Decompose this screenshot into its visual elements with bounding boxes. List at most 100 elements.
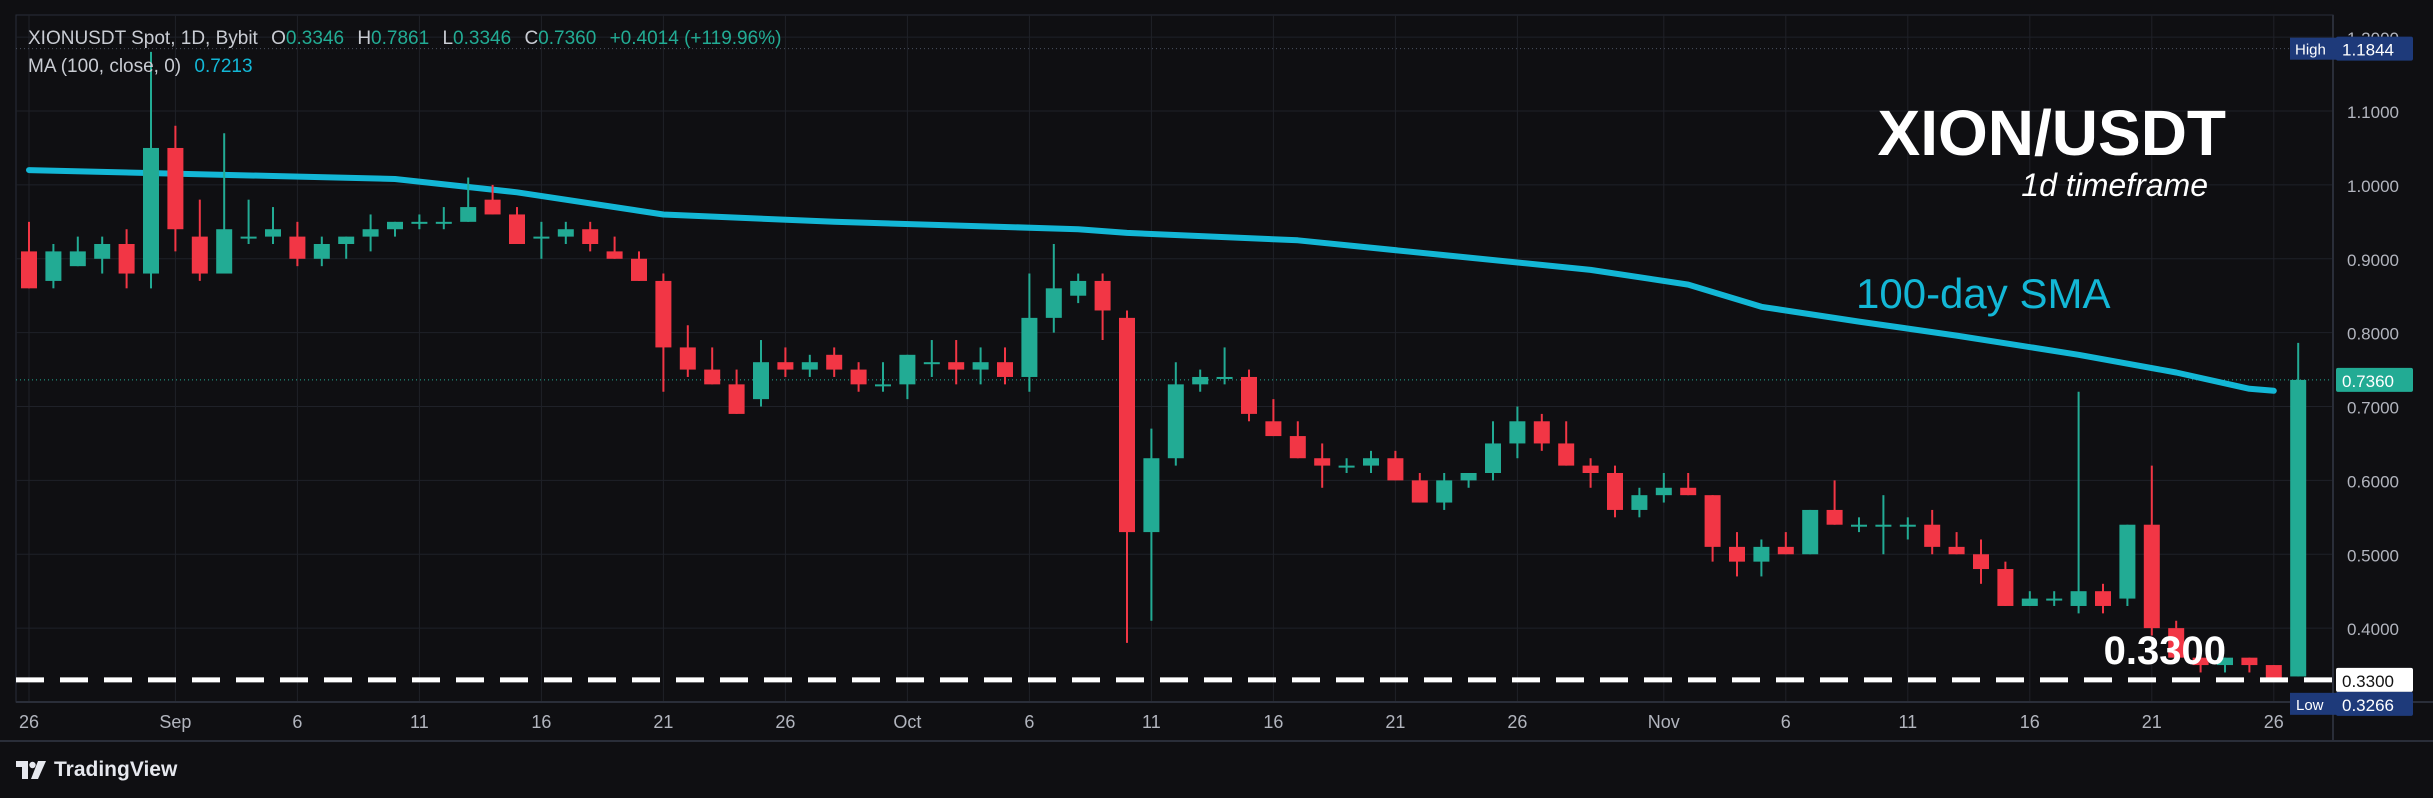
- candle-body-up[interactable]: [1070, 280, 1087, 296]
- candle-body-up[interactable]: [387, 221, 403, 230]
- candle-body-up[interactable]: [2290, 379, 2307, 677]
- candle-body-up[interactable]: [1192, 376, 1209, 385]
- candle-body-down[interactable]: [2265, 665, 2282, 680]
- candle-body-up[interactable]: [94, 244, 111, 259]
- candle-body-down[interactable]: [1387, 458, 1404, 481]
- candle-body-up[interactable]: [435, 221, 452, 224]
- candle-body-up[interactable]: [1851, 524, 1867, 527]
- candle-body-down[interactable]: [2095, 591, 2111, 606]
- candle-body-up[interactable]: [899, 354, 916, 385]
- candle-body-up[interactable]: [265, 229, 281, 237]
- candle-body-up[interactable]: [533, 236, 550, 239]
- candle-body-up[interactable]: [45, 251, 62, 281]
- candle-body-up[interactable]: [1216, 376, 1233, 379]
- y-tick-label: 1.0000: [2347, 177, 2399, 196]
- candle-body-down[interactable]: [777, 362, 794, 370]
- candle-body-down[interactable]: [1241, 376, 1257, 414]
- candle-body-down[interactable]: [2241, 657, 2258, 666]
- candle-body-up[interactable]: [1338, 465, 1355, 468]
- candle-body-down[interactable]: [1826, 509, 1843, 525]
- candle-body-up[interactable]: [143, 147, 159, 274]
- candle-body-down[interactable]: [1265, 421, 1282, 437]
- tradingview-logo[interactable]: TradingView: [16, 758, 177, 782]
- x-tick-label: Sep: [159, 712, 191, 732]
- candle-body-down[interactable]: [1533, 421, 1550, 444]
- candle-body-up[interactable]: [1143, 458, 1160, 533]
- candle-body-down[interactable]: [850, 369, 867, 385]
- candle-body-up[interactable]: [972, 362, 989, 370]
- candle-body-down[interactable]: [1729, 546, 1745, 562]
- candle-body-up[interactable]: [1631, 495, 1648, 510]
- candle-body-up[interactable]: [313, 244, 330, 259]
- candle-body-down[interactable]: [1704, 495, 1721, 547]
- candle-body-up[interactable]: [1460, 473, 1477, 481]
- candle-body-up[interactable]: [1167, 384, 1184, 459]
- candle-body-down[interactable]: [289, 236, 306, 259]
- candle-body-up[interactable]: [362, 229, 379, 237]
- candle-body-up[interactable]: [1045, 288, 1062, 318]
- candle-body-up[interactable]: [1899, 524, 1916, 527]
- candle-body-up[interactable]: [557, 229, 574, 237]
- candle-body-up[interactable]: [460, 207, 477, 222]
- candle-body-down[interactable]: [655, 280, 672, 348]
- candle-body-up[interactable]: [2046, 598, 2063, 601]
- candle-body-down[interactable]: [679, 347, 696, 370]
- candle-body-down[interactable]: [1411, 480, 1428, 503]
- candle-body-down[interactable]: [1582, 465, 1599, 473]
- candle-body-up[interactable]: [2021, 598, 2038, 606]
- candle-body-up[interactable]: [1363, 458, 1379, 466]
- candle-body-down[interactable]: [1607, 473, 1623, 510]
- candle-body-up[interactable]: [923, 362, 940, 365]
- candle-body-up[interactable]: [1436, 480, 1453, 503]
- candle-body-up[interactable]: [1485, 443, 1501, 473]
- candle-body-up[interactable]: [1655, 487, 1672, 496]
- candle-body-up[interactable]: [2070, 591, 2087, 606]
- candle-body-up[interactable]: [240, 236, 257, 239]
- candle-body-down[interactable]: [118, 244, 135, 274]
- candle-body-down[interactable]: [167, 147, 184, 230]
- candle-body-down[interactable]: [704, 369, 721, 385]
- candle-body-up[interactable]: [2217, 657, 2233, 666]
- candle-body-up[interactable]: [2119, 524, 2136, 599]
- candle-body-down[interactable]: [1094, 280, 1111, 311]
- candle-body-down[interactable]: [1680, 487, 1697, 496]
- candle-body-down[interactable]: [484, 199, 501, 215]
- candle-body-down[interactable]: [509, 214, 525, 244]
- candle-body-down[interactable]: [2168, 628, 2185, 658]
- candle-body-down[interactable]: [728, 384, 745, 414]
- candle-body-up[interactable]: [1753, 546, 1770, 562]
- candle-body-down[interactable]: [1558, 443, 1575, 466]
- candle-body-down[interactable]: [948, 362, 965, 370]
- symbol-title[interactable]: XIONUSDT Spot, 1D, Bybit: [28, 28, 258, 49]
- candle-body-down[interactable]: [1924, 524, 1941, 547]
- candle-body-down[interactable]: [582, 229, 599, 244]
- candle-body-up[interactable]: [216, 229, 233, 274]
- candle-body-up[interactable]: [1802, 509, 1819, 555]
- candle-body-down[interactable]: [826, 354, 843, 370]
- candle-body-up[interactable]: [338, 236, 355, 244]
- candle-body-up[interactable]: [753, 362, 769, 400]
- candle-body-down[interactable]: [191, 236, 208, 274]
- candle-body-down[interactable]: [997, 362, 1013, 377]
- candle-body-down[interactable]: [1777, 546, 1794, 555]
- candle-body-up[interactable]: [69, 251, 86, 267]
- candle-body-down[interactable]: [1948, 546, 1965, 555]
- candle-body-up[interactable]: [875, 384, 891, 387]
- candle-body-up[interactable]: [411, 221, 428, 224]
- ma-label[interactable]: MA (100, close, 0): [28, 56, 182, 77]
- candle-body-down[interactable]: [2143, 524, 2160, 629]
- candle-body-up[interactable]: [1875, 524, 1892, 527]
- candle-body-up[interactable]: [1021, 317, 1038, 377]
- candle-body-up[interactable]: [801, 362, 818, 370]
- candle-body-down[interactable]: [1997, 569, 2014, 606]
- candle-body-down[interactable]: [1289, 436, 1306, 459]
- candle-body-down[interactable]: [21, 251, 37, 289]
- candle-body-down[interactable]: [1973, 554, 1989, 570]
- candle-body-down[interactable]: [631, 258, 647, 281]
- candle-body-down[interactable]: [1119, 317, 1135, 533]
- candle-body-up[interactable]: [1509, 421, 1526, 444]
- candle-body-down[interactable]: [1314, 458, 1331, 466]
- candle-body-down[interactable]: [606, 251, 623, 259]
- candle-body-down[interactable]: [2192, 657, 2209, 666]
